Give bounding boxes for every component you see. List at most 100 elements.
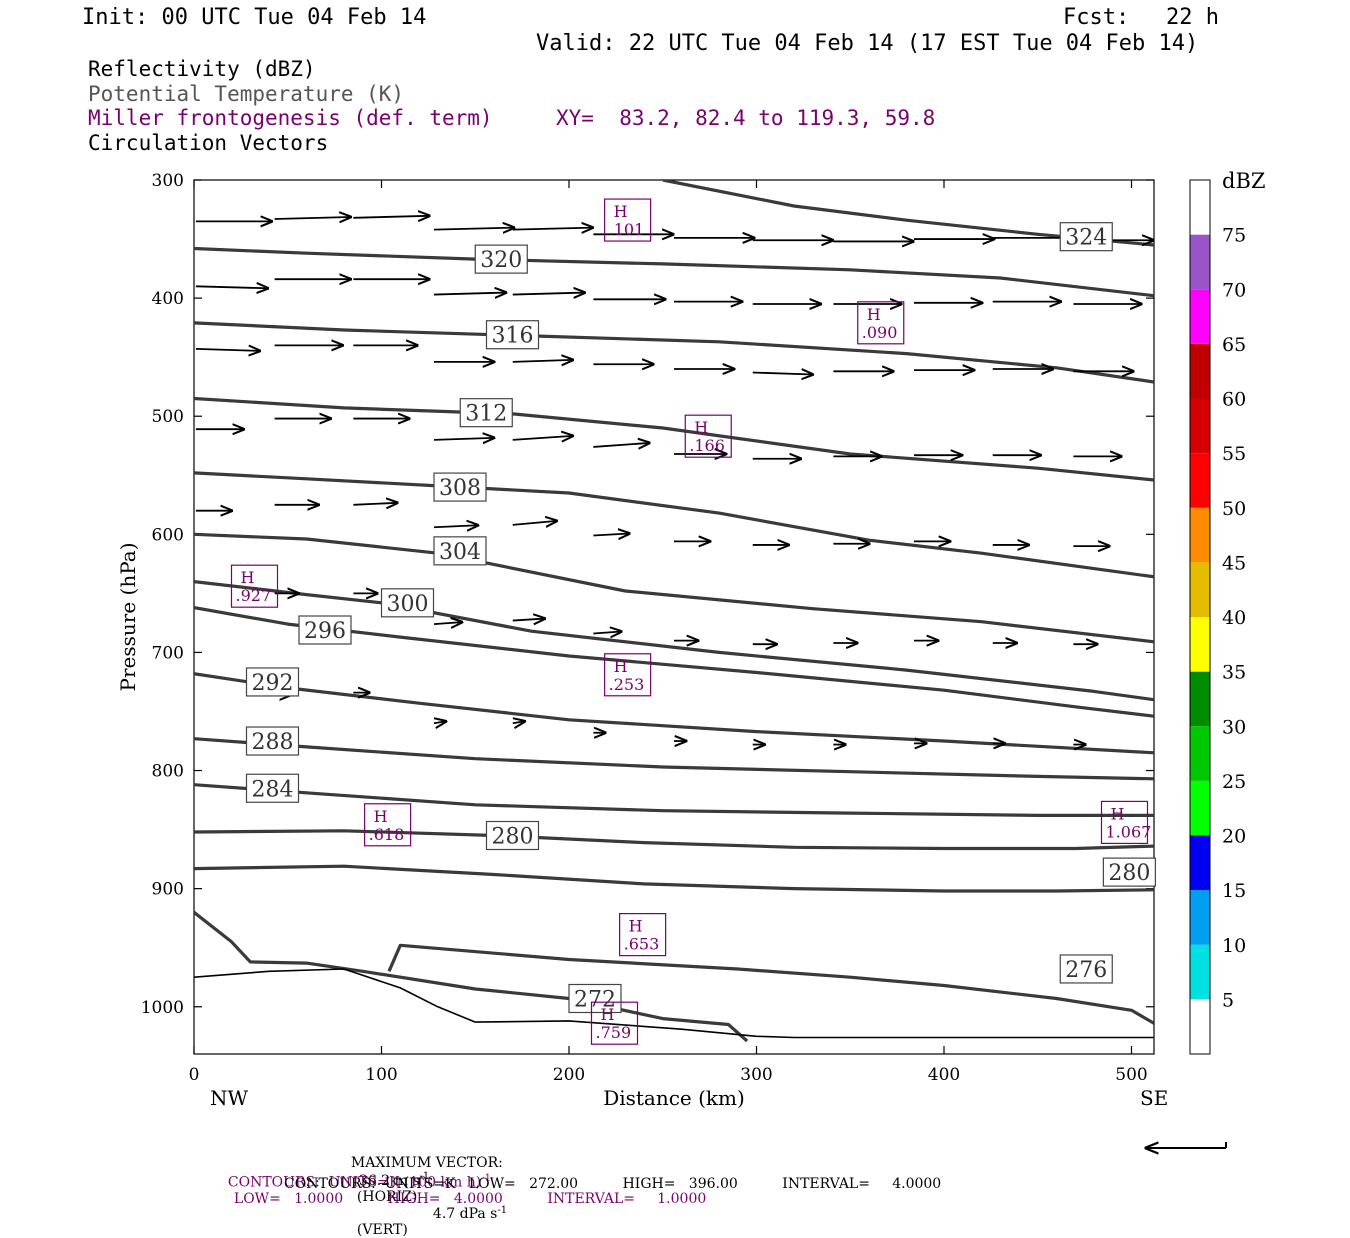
forecast-hour: 22 h xyxy=(1166,5,1219,30)
contour-label-box-292 xyxy=(245,667,300,697)
colorbar-swatch-9 xyxy=(1190,507,1210,563)
theta-contour-316 xyxy=(194,321,1154,384)
y-tick-label-400: 400 xyxy=(152,289,184,309)
contour-label-296: 296 xyxy=(304,619,346,644)
contour-label-292: 292 xyxy=(252,671,294,696)
colorbar-swatch-12 xyxy=(1190,343,1210,399)
colorbar-swatch-11 xyxy=(1190,398,1210,454)
high-box-6 xyxy=(1100,800,1149,845)
contour-label-320: 320 xyxy=(480,248,522,273)
vector-41 xyxy=(593,443,649,447)
theta-contour-300 xyxy=(194,580,1154,702)
colorbar-swatch-2 xyxy=(1190,890,1210,945)
legend-reflectivity: Reflectivity (dBZ) xyxy=(88,57,316,81)
colorbar-label-45: 45 xyxy=(1222,552,1246,574)
high-marker-8: H xyxy=(601,1005,615,1024)
legend-frontogenesis: Miller frontogenesis (def. term) xyxy=(88,106,493,130)
cross-section-endpoints: XY= 83.2, 82.4 to 119.3, 59.8 xyxy=(556,106,936,130)
high-value-2: .166 xyxy=(689,436,725,455)
init-time: Init: 00 UTC Tue 04 Feb 14 xyxy=(82,5,427,30)
high-box-2 xyxy=(684,414,732,458)
high-box-4 xyxy=(604,653,652,697)
contour-label-316: 316 xyxy=(492,324,534,349)
contour-label-box-304 xyxy=(433,536,487,566)
high-value-4: .253 xyxy=(609,675,645,694)
terrain-line xyxy=(194,968,1154,1039)
high-box-5 xyxy=(364,803,412,847)
colorbar-label-65: 65 xyxy=(1222,334,1246,356)
colorbar-swatch-5 xyxy=(1190,726,1210,781)
theta-contour-312 xyxy=(194,396,1154,482)
contours1-exponent: -1 xyxy=(481,1173,491,1184)
theta-contour-276 xyxy=(387,943,1154,1025)
contour-label-312: 312 xyxy=(465,402,507,427)
contour-label-280: 280 xyxy=(492,825,534,850)
reference-vector-arrow xyxy=(1146,1142,1227,1148)
colorbar-swatch-15 xyxy=(1190,180,1210,235)
y-tick-label-600: 600 xyxy=(152,525,184,545)
colorbar-label-15: 15 xyxy=(1222,880,1246,902)
circulation-vectors xyxy=(195,216,1154,745)
high-value-0: .101 xyxy=(609,220,645,239)
colorbar-label-30: 30 xyxy=(1222,716,1246,738)
colorbar-swatch-10 xyxy=(1190,453,1210,508)
frontogenesis-highs: H.101H.090H.166H.927H.253H.618H1.067H.65… xyxy=(230,198,1152,1045)
max-vector-horiz: 36.2 m s xyxy=(358,1172,420,1189)
contour-label-284: 284 xyxy=(252,777,294,802)
vector-50 xyxy=(353,503,397,505)
max-vector-vert-tag: (VERT) xyxy=(356,1222,408,1238)
legend-vectors: Circulation Vectors xyxy=(88,131,329,155)
colorbar-label-75: 75 xyxy=(1222,225,1246,247)
y-axis-title: Pressure (hPa) xyxy=(116,543,140,692)
high-value-6: 1.067 xyxy=(1106,822,1152,841)
x-axis-title: Distance (km) xyxy=(603,1086,745,1110)
dbz-colorbar: 5 10 15 20 25 30 35 40 45 50 55 60 65 70 75 xyxy=(1189,179,1246,1055)
x-end-right-label: SE xyxy=(1140,1086,1168,1110)
vector-62 xyxy=(433,622,462,624)
theta-contour-280 xyxy=(194,829,1154,851)
vector-40 xyxy=(512,436,573,440)
valid-time: Valid: 22 UTC Tue 04 Feb 14 (17 EST Tue … xyxy=(536,31,1199,56)
vector-53 xyxy=(593,534,629,536)
contour-label-324: 324 xyxy=(1065,226,1107,251)
colorbar-label-5: 5 xyxy=(1222,989,1234,1011)
theta-contour-284 xyxy=(194,783,1154,817)
x-tick-label-0: 0 xyxy=(189,1065,200,1085)
vector-12 xyxy=(195,286,268,288)
theta-contour-labels: 320 316 312 308 304 300 296 292 288 284 280 280 276 2… xyxy=(245,222,1156,1014)
y-axis: 300 400 500 600 700 800 900 1000 xyxy=(141,171,1154,1018)
high-box-0 xyxy=(604,198,652,242)
x-end-left-label: NW xyxy=(210,1086,249,1110)
theta-contour-280 xyxy=(194,864,1154,893)
colorbar-label-70: 70 xyxy=(1222,279,1246,301)
contour-label-box-300 xyxy=(380,588,435,618)
x-tick-label-500: 500 xyxy=(1115,1065,1147,1085)
contour-label-box-324 xyxy=(1059,222,1113,252)
colorbar-swatch-7 xyxy=(1190,617,1210,672)
high-box-8 xyxy=(590,1001,639,1045)
contour-label-box-308 xyxy=(433,472,487,502)
cross-section-chart: 300 400 500 600 700 800 900 1000 0 100 200 300 400 5… xyxy=(116,169,1265,1200)
y-tick-label-900: 900 xyxy=(152,880,184,900)
high-box-1 xyxy=(857,301,905,345)
vector-2 xyxy=(353,216,429,218)
colorbar-frame xyxy=(1189,179,1211,1055)
vector-52 xyxy=(512,521,557,525)
colorbar-swatch-8 xyxy=(1190,562,1210,617)
vector-3 xyxy=(433,228,514,230)
colorbar-label-55: 55 xyxy=(1222,443,1246,465)
theta-contour-304 xyxy=(194,532,1154,644)
x-tick-label-100: 100 xyxy=(365,1065,397,1085)
y-tick-label-700: 700 xyxy=(152,643,184,663)
high-marker-3: H xyxy=(241,568,255,587)
high-value-1: .090 xyxy=(862,323,898,342)
vector-73 xyxy=(434,721,446,723)
high-box-7 xyxy=(619,913,667,957)
colorbar-label-50: 50 xyxy=(1222,498,1246,520)
high-marker-6: H xyxy=(1111,804,1125,823)
vector-28 xyxy=(512,360,573,362)
contour-label-288: 288 xyxy=(252,730,294,755)
contour-label-300: 300 xyxy=(387,592,429,617)
y-tick-label-500: 500 xyxy=(152,407,184,427)
contour-label-280: 280 xyxy=(1108,861,1150,886)
